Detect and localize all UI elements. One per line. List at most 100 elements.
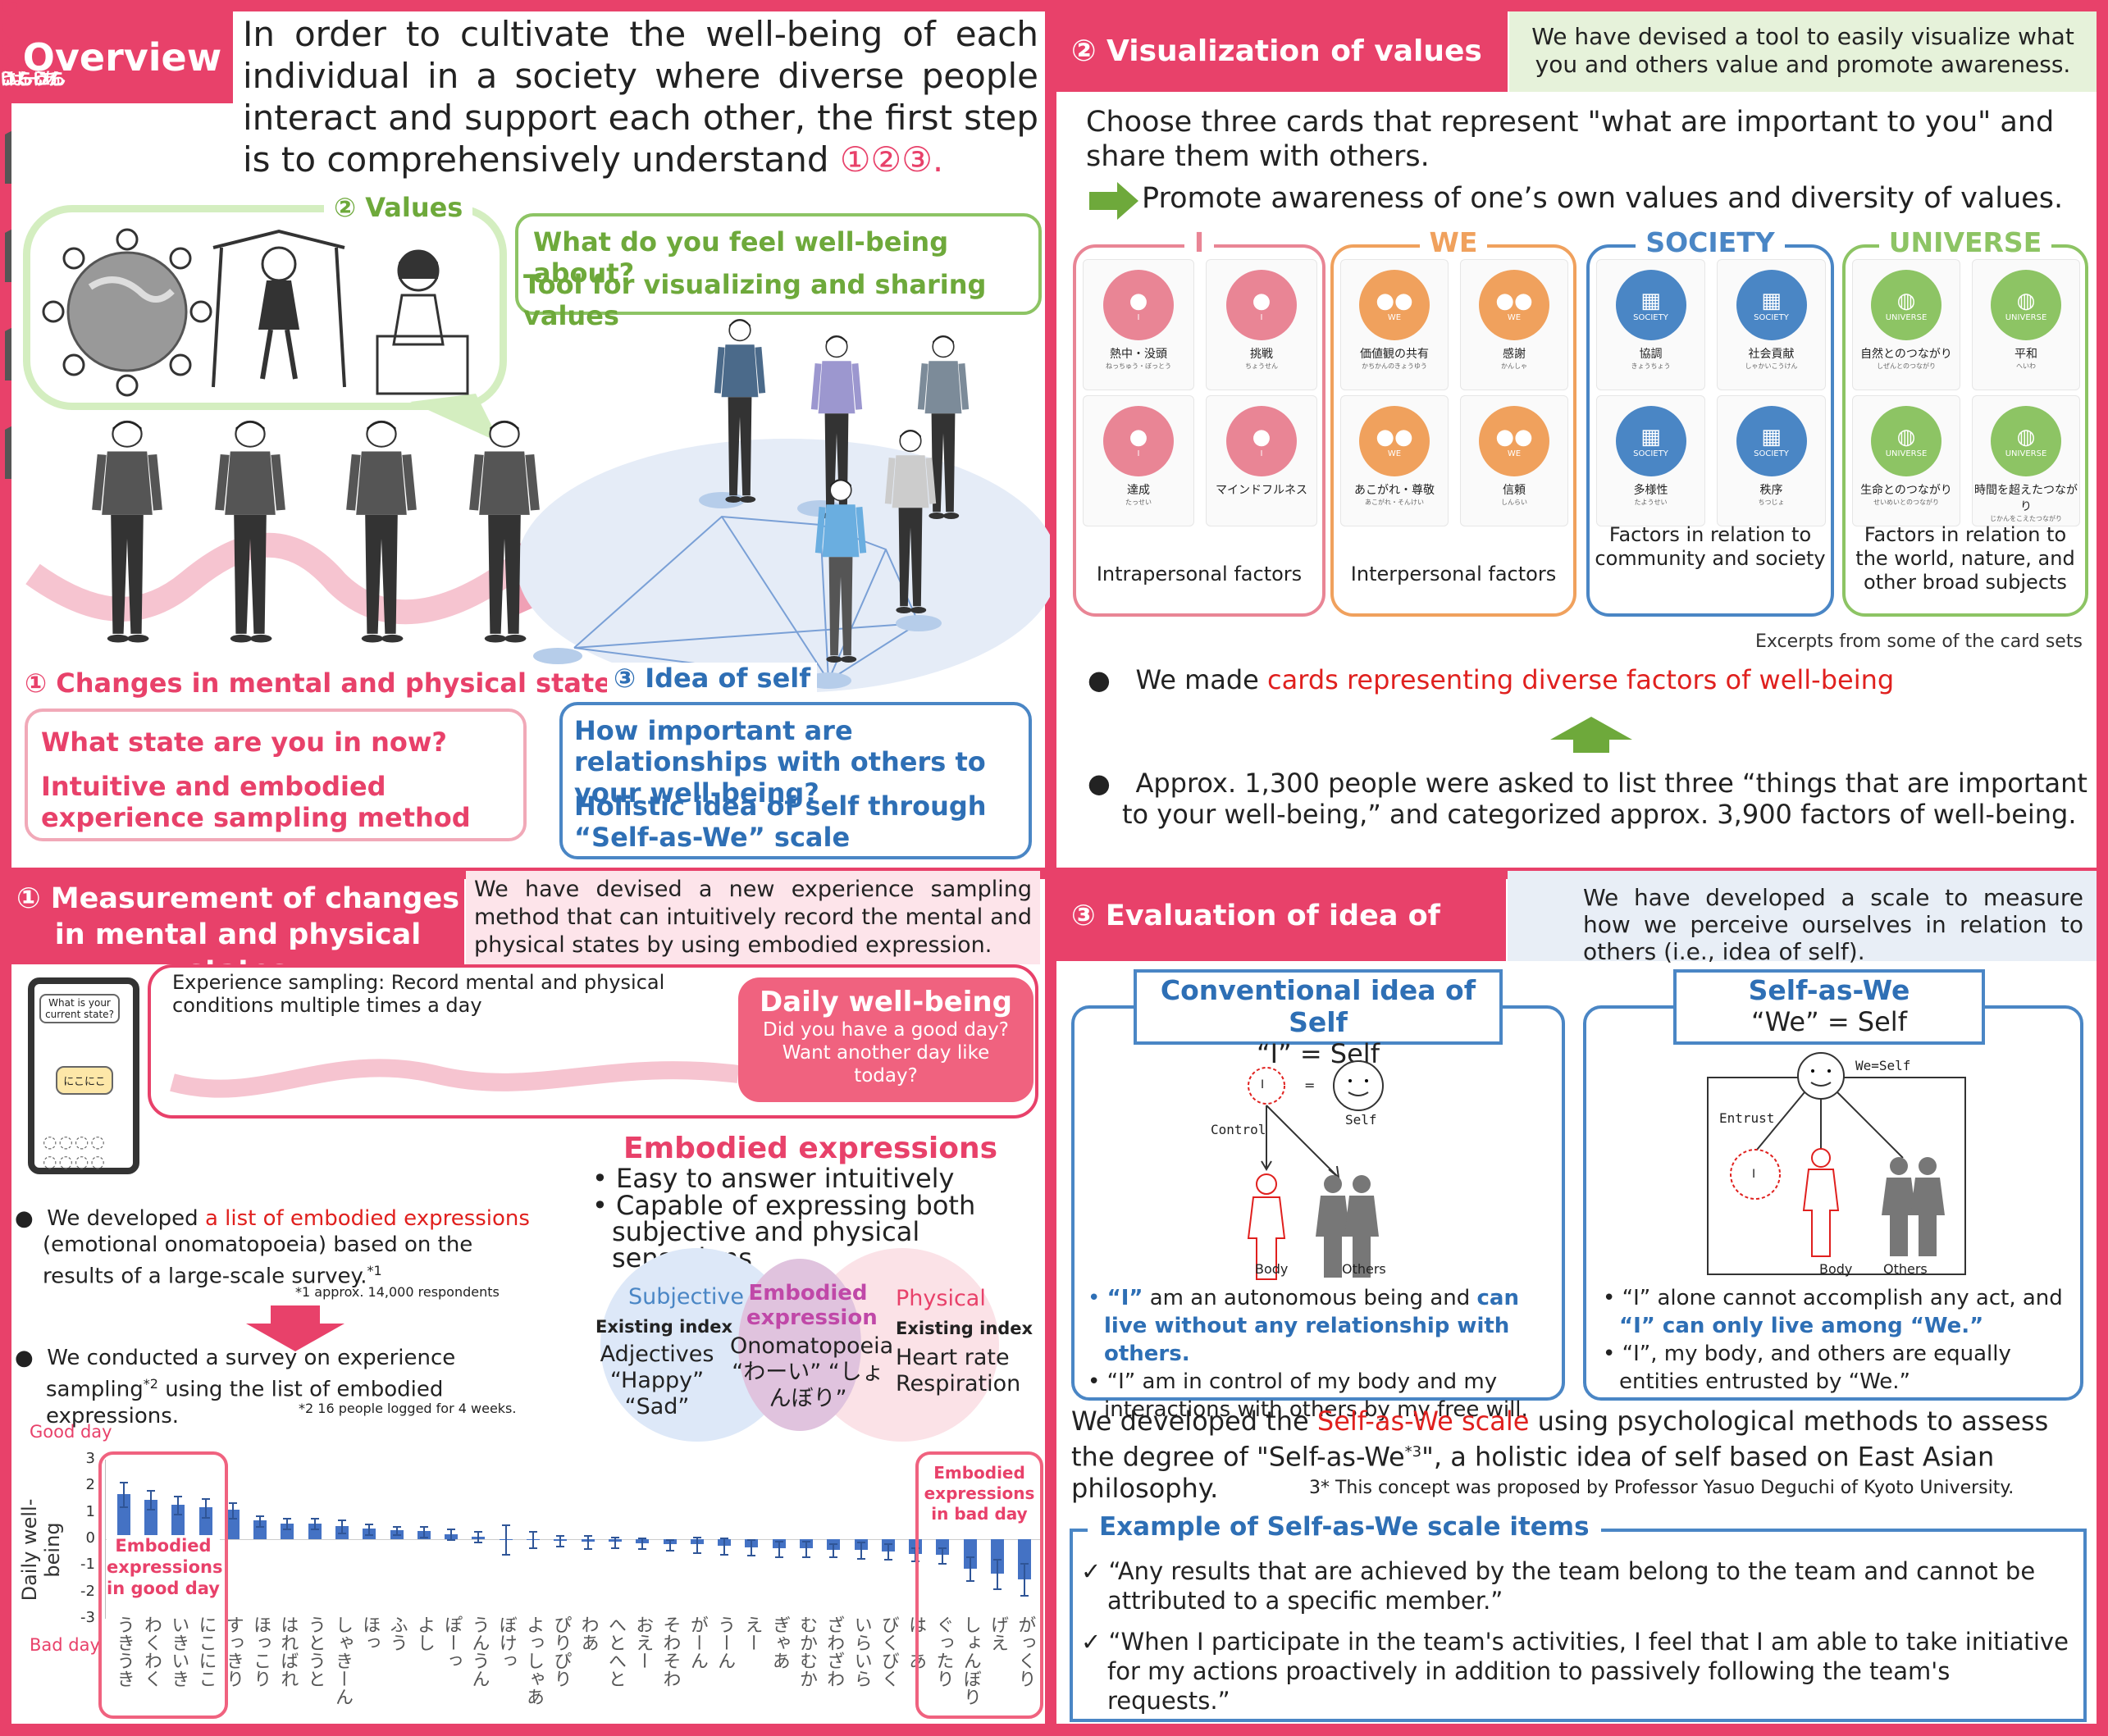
measurement-title: ① Measurement of changes in mental and p… [11,871,464,987]
error-cap [474,1531,483,1533]
card-kana: たようせい [1634,499,1668,506]
error-cap [365,1523,374,1525]
value-card[interactable]: ▦ SOCIETY 社会貢献 しゃかいこうけん [1717,259,1826,390]
card-icon: ◍ UNIVERSE [1991,406,2061,476]
pink-down-arrow [246,1305,344,1351]
value-card[interactable]: ▦ SOCIETY 多様性 たようせい [1596,395,1705,526]
error-cap [365,1533,374,1536]
idea-label: ③ Idea of self [607,663,818,694]
changes-question-box: What state are you in now? Intuitive and… [25,709,527,841]
x-tick-label: へとへと [605,1615,626,1688]
x-tick-label: にこにこ [195,1615,217,1688]
diag-body-2: Body [1819,1261,1853,1277]
error-bar [614,1536,616,1547]
value-card[interactable]: ●● WE あこがれ・尊敬 あこがれ・そんけい [1340,395,1449,526]
error-cap [747,1539,756,1541]
x-tick-label: いきいき [168,1615,189,1688]
walking-person [346,420,417,643]
venn-physical: Physical [896,1286,986,1311]
value-card[interactable]: ◍ UNIVERSE 時間を超えたつながり じかんをこえたつながり [1972,395,2080,526]
state-label: いらいら [0,69,66,89]
changes-label: ① Changes in mental and physical states [18,668,635,699]
sampling-wave [170,1059,740,1098]
chart-bar [198,1507,212,1539]
state-label: うんうん [0,69,66,89]
green-right-arrow [1089,182,1138,220]
excerpt-note: Excerpts from some of the card sets [1755,631,2083,652]
error-cap [610,1547,619,1549]
diag-eq: = [1304,1078,1316,1093]
values-question-box: What do you feel well-being about? Tool … [515,213,1042,331]
chart-bar [116,1494,130,1539]
error-cap [665,1549,674,1551]
value-card[interactable]: ●● WE 感謝 かんしゃ [1460,259,1568,390]
value-card[interactable]: ●● WE 信頼 しんらい [1460,395,1568,526]
error-cap [501,1553,510,1556]
value-card[interactable]: ● I 挑戦 ちょうせん [1206,259,1317,390]
error-cap [146,1508,155,1510]
x-tick-label: ぼけっ [495,1615,517,1670]
x-tick-label: わくわく [140,1615,162,1688]
value-card[interactable]: ●● WE 価値観の共有 かちかんのきょうゆう [1340,259,1449,390]
value-card[interactable]: ▦ SOCIETY 秩序 ちつじょ [1717,395,1826,526]
value-card[interactable]: ● I マインドフルネス [1206,395,1317,526]
error-bar [341,1519,343,1533]
value-card[interactable]: ● I 達成 たっせい [1083,395,1194,526]
error-bar [177,1495,180,1515]
card-kana: じかんをこえたつながり [1990,515,2062,522]
diag-others-2: Others [1883,1261,1928,1277]
error-cap [338,1532,346,1534]
error-cap [665,1539,674,1541]
card-label: 多様性 [1633,484,1668,497]
selfaswe-diagram [1707,1052,1966,1275]
chart-ylabel: Daily well-being [18,1498,64,1602]
x-tick-label: うーん [714,1615,736,1670]
error-cap [856,1557,865,1560]
x-tick-label: うとうと [304,1615,326,1688]
card-set-subtitle: Intrapersonal factors [1096,563,1303,586]
diag-body: Body [1255,1261,1289,1277]
value-card[interactable]: ◍ UNIVERSE 自然とのつながり しぜんとのつながり [1852,259,1960,390]
chart-good-label: Good day [30,1422,112,1442]
value-card[interactable]: ▦ SOCIETY 協調 きょうちょう [1596,259,1705,390]
card-icon: ●● WE [1479,270,1549,340]
card-set-subtitle: Factors in relation to the world, nature… [1855,523,2075,594]
card-set-i: I ● I 熱中・没頭 ねっちゅう・ぼっとう ● I 挑戦 ちょうせん ● I 達成 たっせい ● I マイン… [1073,226,1325,617]
error-cap [720,1538,729,1540]
error-bar [504,1524,507,1554]
chart-bar [363,1529,376,1539]
error-cap [965,1580,974,1583]
example-item-2: ✓ “When I participate in the team's acti… [1081,1628,2069,1715]
x-tick-label: ほっ [359,1615,381,1652]
values-label: ② Values [324,192,473,223]
error-cap [692,1536,701,1538]
card-kana: ちょうせん [1245,362,1278,370]
x-tick-label: ぐったり [933,1615,954,1688]
error-cap [119,1506,128,1508]
card-kana: あこがれ・そんけい [1365,499,1424,506]
error-cap [174,1514,183,1516]
bubble-tail [410,394,500,443]
diag-entrust: Entrust [1719,1110,1775,1126]
card-kana: しんらい [1501,499,1527,506]
promote-text: Promote awareness of one’s own values an… [1142,182,2064,215]
chart-bar [963,1539,977,1569]
value-card[interactable]: ◍ UNIVERSE 平和 へいわ [1972,259,2080,390]
error-cap [856,1542,865,1544]
error-bar [833,1542,835,1556]
conventional-diagram [1247,1060,1384,1280]
error-bar [231,1501,234,1519]
error-cap [638,1548,647,1551]
card-set-subtitle: Factors in relation to community and soc… [1595,523,1826,570]
conventional-points: • “I” am an autonomous being and can liv… [1088,1284,1555,1424]
card-kana: せいめいとのつながり [1873,499,1939,506]
daily-wellbeing-question: Did you have a good day? Want another da… [763,1019,1009,1087]
x-tick-label: よっしゃあ [523,1615,545,1706]
x-tick-label: ざわざわ [824,1615,845,1688]
card-icon: ● I [1226,406,1297,476]
value-card[interactable]: ◍ UNIVERSE 生命とのつながり せいめいとのつながり [1852,395,1960,526]
error-cap [529,1547,538,1549]
value-card[interactable]: ● I 熱中・没頭 ねっちゅう・ぼっとう [1083,259,1194,390]
error-bar [149,1490,152,1509]
card-icon: ●● WE [1359,270,1430,340]
